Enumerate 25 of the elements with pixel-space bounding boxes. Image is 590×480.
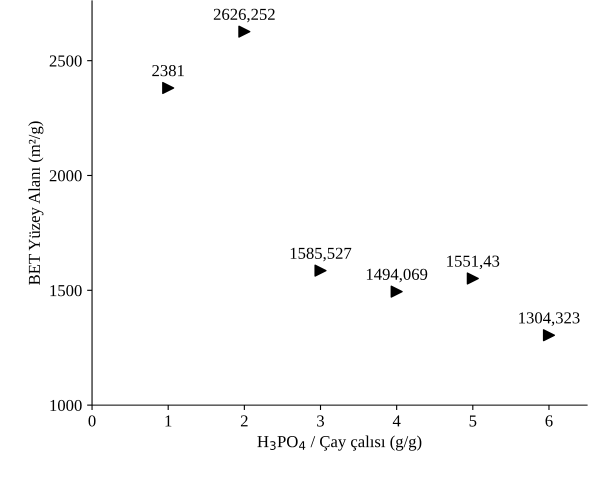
y-tick-label: 2000 (50, 170, 82, 182)
data-label: 1551,43 (447, 256, 500, 270)
data-label: 1585,527 (290, 248, 352, 262)
point (162, 82, 174, 94)
x-axis-title: H$_{3}$PO$_{4}$ / Çay çalısı (g/g) (257, 436, 422, 451)
point (314, 264, 327, 277)
point (238, 26, 250, 38)
data-label: 2381 (152, 65, 184, 76)
x-tick-label: 3 (317, 415, 324, 427)
point (542, 329, 556, 342)
data-label: 1494,069 (366, 268, 428, 282)
y-axis-title: BET Yüzey Alanı (m²/g) (28, 121, 44, 285)
data-label: 1304,323 (519, 312, 580, 326)
point (466, 272, 479, 285)
x-tick-label: 1 (165, 415, 172, 426)
x-tick-label: 6 (546, 415, 553, 427)
x-tick-label: 0 (88, 415, 96, 427)
point (390, 286, 403, 298)
x-tick-label: 2 (240, 415, 248, 426)
y-tick-label: 2500 (50, 55, 82, 67)
x-tick-label: 5 (470, 415, 476, 427)
y-tick-label: 1000 (50, 400, 82, 412)
data-label: 2626,252 (214, 8, 275, 22)
x-tick-label: 4 (392, 415, 401, 426)
y-tick-label: 1500 (50, 285, 82, 296)
